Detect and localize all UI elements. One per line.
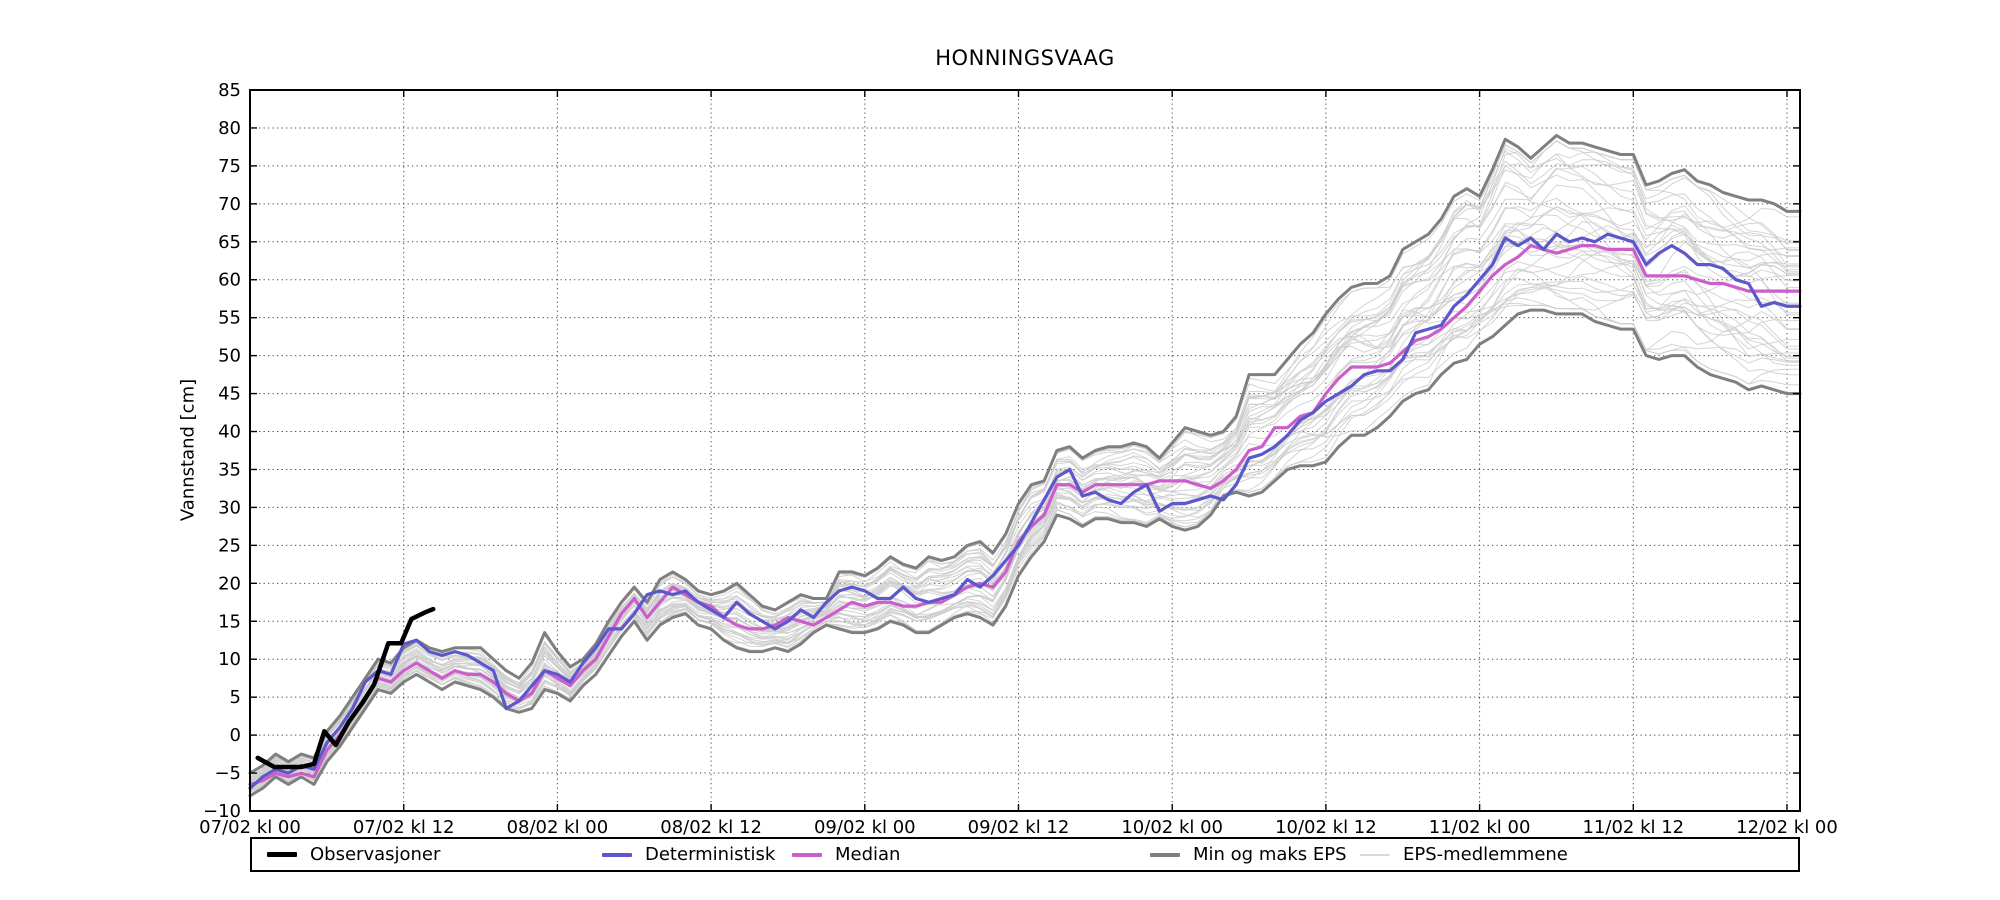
y-tick-label: 40 — [218, 422, 241, 443]
y-tick-label: −10 — [203, 801, 241, 822]
y-tick-label: 25 — [218, 535, 241, 556]
eps-member-line — [249, 184, 1801, 786]
y-tick-label: 80 — [218, 118, 241, 139]
y-tick-label: −5 — [214, 763, 241, 784]
y-tick-label: 5 — [230, 687, 241, 708]
legend-label: Min og maks EPS — [1193, 844, 1347, 865]
x-tick-label: 12/02 kl 00 — [1736, 817, 1838, 838]
y-tick-label: 30 — [218, 497, 241, 518]
y-tick-label: 10 — [218, 649, 241, 670]
minmax-line-sample — [1150, 852, 1180, 857]
y-tick-label: 70 — [218, 194, 241, 215]
observations-line-sample — [267, 852, 297, 857]
x-tick-label: 08/02 kl 00 — [507, 817, 609, 838]
eps-member-line — [249, 243, 1801, 787]
eps-member-line — [249, 261, 1801, 790]
legend-item-observasjoner: Observasjoner — [267, 839, 440, 870]
legend-label: Deterministisk — [645, 844, 776, 865]
x-tick-label: 07/02 kl 00 — [199, 817, 301, 838]
series-min-eps — [248, 308, 1802, 798]
eps-member-line — [249, 222, 1801, 784]
eps-member-line — [249, 290, 1801, 792]
x-tick-label: 11/02 kl 00 — [1429, 817, 1531, 838]
y-tick-label: 65 — [218, 232, 241, 253]
legend-item-deterministisk: Deterministisk — [602, 839, 775, 870]
series-deterministisk — [248, 232, 1802, 790]
x-tick-label: 10/02 kl 12 — [1275, 817, 1377, 838]
legend-item-min-maks-eps: Min og maks EPS — [1150, 839, 1347, 870]
eps-member-line — [249, 240, 1801, 787]
y-tick-label: 45 — [218, 384, 241, 405]
y-tick-label: 50 — [218, 346, 241, 367]
eps-member-line — [249, 249, 1801, 790]
eps-member-line — [249, 165, 1801, 778]
x-tick-label: 09/02 kl 00 — [814, 817, 916, 838]
eps-members-line-sample — [1360, 853, 1390, 856]
eps-member-line — [249, 148, 1801, 780]
x-tick-label: 10/02 kl 00 — [1121, 817, 1223, 838]
y-tick-label: 55 — [218, 308, 241, 329]
legend-label: Median — [835, 844, 901, 865]
y-tick-label: 0 — [230, 725, 241, 746]
y-tick-label: 20 — [218, 573, 241, 594]
y-tick-label: 85 — [218, 80, 241, 101]
eps-member-line — [249, 140, 1801, 775]
plot-frame — [249, 89, 1801, 812]
eps-member-line — [249, 181, 1801, 778]
legend-item-median: Median — [792, 839, 900, 870]
eps-member-line — [249, 197, 1801, 782]
eps-member-line — [249, 150, 1801, 778]
series-maks-eps — [248, 134, 1802, 775]
x-tick-label: 11/02 kl 12 — [1582, 817, 1684, 838]
y-tick-label: 15 — [218, 611, 241, 632]
series-median — [248, 244, 1802, 787]
y-tick-label: 35 — [218, 459, 241, 480]
x-tick-label: 07/02 kl 12 — [353, 817, 455, 838]
legend-label: Observasjoner — [310, 844, 441, 865]
legend-item-eps-medlemmene: EPS-medlemmene — [1360, 839, 1568, 870]
legend-label: EPS-medlemmene — [1403, 844, 1568, 865]
median-line-sample — [792, 852, 822, 857]
legend: Observasjoner Deterministisk Median Min … — [250, 837, 1800, 872]
eps-member-line — [249, 167, 1801, 778]
chart-title: HONNINGSVAAG — [935, 46, 1115, 70]
x-tick-label: 09/02 kl 12 — [968, 817, 1070, 838]
y-tick-label: 60 — [218, 270, 241, 291]
x-tick-label: 08/02 kl 12 — [660, 817, 762, 838]
y-tick-label: 75 — [218, 156, 241, 177]
series-observasjoner — [255, 606, 436, 770]
deterministic-line-sample — [602, 852, 632, 857]
